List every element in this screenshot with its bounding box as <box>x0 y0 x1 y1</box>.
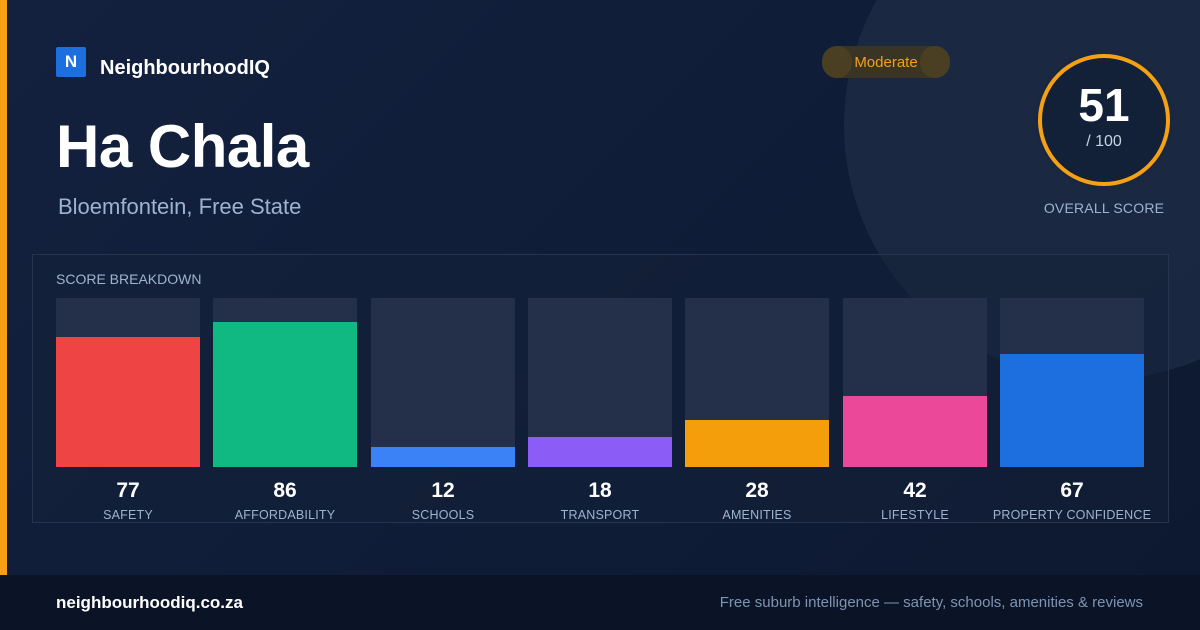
bar-label: SAFETY <box>103 508 153 522</box>
rating-badge: Moderate <box>822 46 950 78</box>
suburb-location: Bloemfontein, Free State <box>58 194 302 219</box>
bar-label: PROPERTY CONFIDENCE <box>992 508 1152 522</box>
overall-score-label: OVERALL SCORE <box>1043 200 1165 216</box>
bar-track <box>213 298 357 467</box>
overall-score-max: / 100 <box>1086 133 1122 150</box>
bar-label: TRANSPORT <box>560 508 640 522</box>
bar-value: 28 <box>745 479 769 502</box>
bar-value: 18 <box>588 479 612 502</box>
bar-track <box>843 298 987 467</box>
brand-logo-icon: N <box>56 47 86 77</box>
bar-label: AMENITIES <box>722 508 792 522</box>
bar-fill <box>528 437 672 467</box>
bar-label: LIFESTYLE <box>881 508 949 522</box>
score-breakdown-chart: 77 SAFETY 86 AFFORDABILITY 12 SCHOOLS 18 TRANSP… <box>56 298 1152 522</box>
bar-fill <box>685 420 829 467</box>
bar-value: 42 <box>903 479 927 502</box>
footer: neighbourhoodiq.co.za Free suburb intell… <box>0 575 1200 630</box>
bar-label: AFFORDABILITY <box>234 508 336 522</box>
rating-badge-label: Moderate <box>854 53 918 71</box>
bar-fill <box>56 337 200 467</box>
overall-score-ring <box>1034 50 1174 190</box>
bar-fill <box>213 322 357 467</box>
overall-score-value: 51 <box>1078 79 1130 131</box>
bar-track <box>1000 298 1144 467</box>
brand-name: NeighbourhoodIQ <box>100 56 270 79</box>
bar-value: 77 <box>116 479 140 502</box>
bar-track <box>528 298 672 467</box>
bar-track <box>56 298 200 467</box>
accent-bar <box>0 0 7 575</box>
bar-value: 12 <box>431 479 455 502</box>
bar-track <box>685 298 829 467</box>
bar-track <box>371 298 515 467</box>
share-card: N NeighbourhoodIQ Ha Chala Bloemfontein,… <box>0 0 1200 575</box>
bar-fill <box>843 396 987 467</box>
bar-label: SCHOOLS <box>411 508 475 522</box>
brand: N NeighbourhoodIQ <box>56 46 270 79</box>
footer-tagline: Free suburb intelligence — safety, schoo… <box>719 594 1143 611</box>
score-ring-background <box>1038 54 1170 186</box>
bar-fill <box>1000 354 1144 467</box>
score-breakdown-title: SCORE BREAKDOWN <box>56 271 202 287</box>
footer-domain: neighbourhoodiq.co.za <box>56 593 243 612</box>
suburb-name: Ha Chala <box>56 113 309 180</box>
bar-fill <box>371 447 515 467</box>
bar-value: 86 <box>273 479 297 502</box>
bar-value: 67 <box>1060 479 1084 502</box>
